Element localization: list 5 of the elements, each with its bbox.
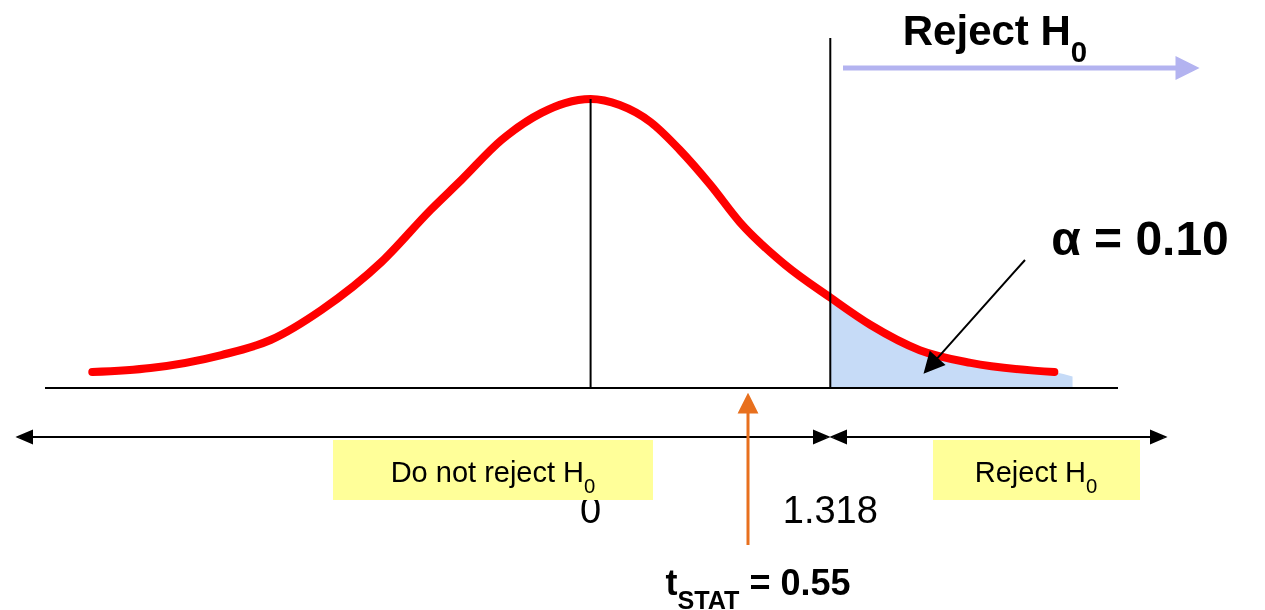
annotation: α = 0.10 bbox=[1051, 212, 1229, 265]
text: Reject H$_{0}$ bbox=[974, 456, 1098, 497]
text: Reject H$_{0}$ bbox=[902, 7, 1088, 68]
text: t$_{STAT}$ = 0.55 bbox=[665, 562, 851, 610]
x-tick-label: 1.318 bbox=[782, 489, 878, 531]
